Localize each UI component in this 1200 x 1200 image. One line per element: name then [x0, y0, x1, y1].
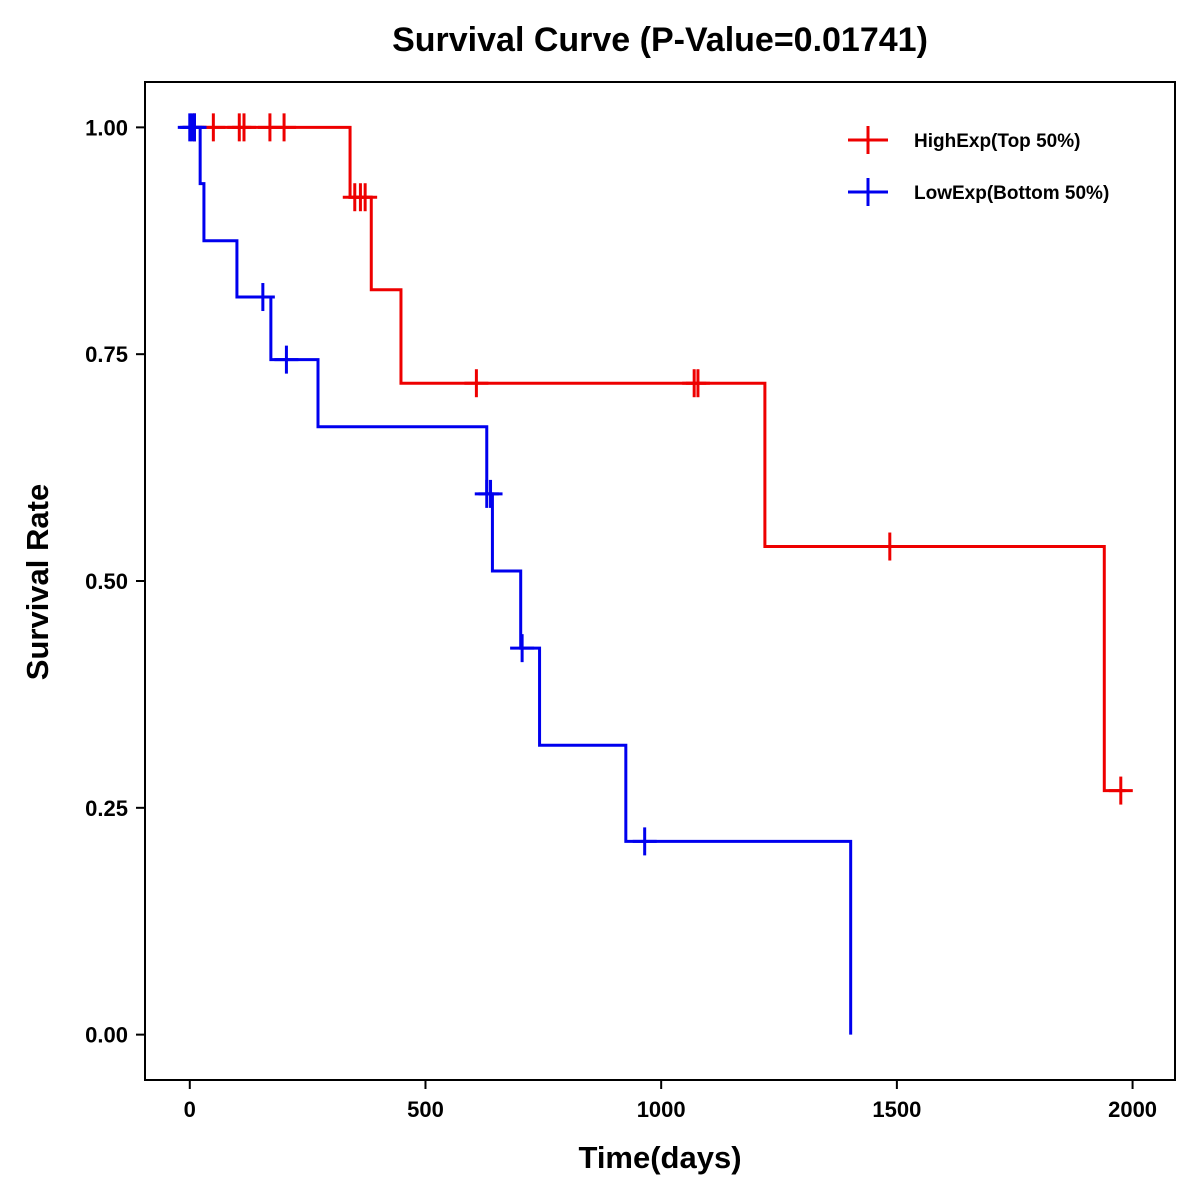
y-tick-label: 0.00 [85, 1023, 128, 1048]
censor-mark-highexp [685, 369, 710, 398]
legend-item-highexp: HighExp(Top 50%) [848, 126, 1080, 154]
chart-title: Survival Curve (P-Value=0.01741) [392, 21, 928, 59]
x-tick-label: 2000 [1108, 1097, 1157, 1122]
censor-mark-lowexp [274, 345, 299, 374]
y-tick-label: 0.75 [85, 342, 128, 367]
censor-mark-highexp [464, 369, 489, 398]
legend-item-lowexp: LowExp(Bottom 50%) [848, 178, 1109, 206]
x-tick-label: 0 [184, 1097, 196, 1122]
censor-mark-lowexp [632, 827, 657, 856]
censor-mark-lowexp [510, 634, 535, 663]
legend-label-lowexp: LowExp(Bottom 50%) [914, 183, 1109, 204]
x-tick-label: 1000 [637, 1097, 686, 1122]
censor-mark-highexp [877, 532, 902, 561]
y-axis: 0.00 0.25 0.50 0.75 1.00 [85, 115, 145, 1048]
series-layer [177, 113, 1133, 1035]
y-tick-label: 0.25 [85, 796, 128, 821]
x-axis-label: Time(days) [578, 1140, 741, 1175]
censor-mark-lowexp [478, 479, 503, 508]
censor-mark-highexp [231, 113, 256, 142]
censor-mark-lowexp [182, 113, 207, 142]
y-tick-label: 1.00 [85, 115, 128, 140]
x-tick-label: 1500 [872, 1097, 921, 1122]
legend-label-highexp: HighExp(Top 50%) [914, 131, 1080, 152]
y-axis-label: Survival Rate [20, 484, 55, 680]
legend: HighExp(Top 50%) LowExp(Bottom 50%) [848, 126, 1109, 206]
censor-mark-highexp [272, 113, 297, 142]
censor-mark-lowexp [250, 283, 275, 312]
x-axis: 0 500 1000 1500 2000 [184, 1080, 1157, 1122]
survival-curve-highexp [189, 125, 1126, 793]
x-tick-label: 500 [407, 1097, 444, 1122]
y-tick-label: 0.50 [85, 569, 128, 594]
censor-mark-highexp [1108, 776, 1133, 805]
survival-curve-lowexp [189, 125, 853, 1035]
censor-mark-highexp [353, 183, 378, 212]
